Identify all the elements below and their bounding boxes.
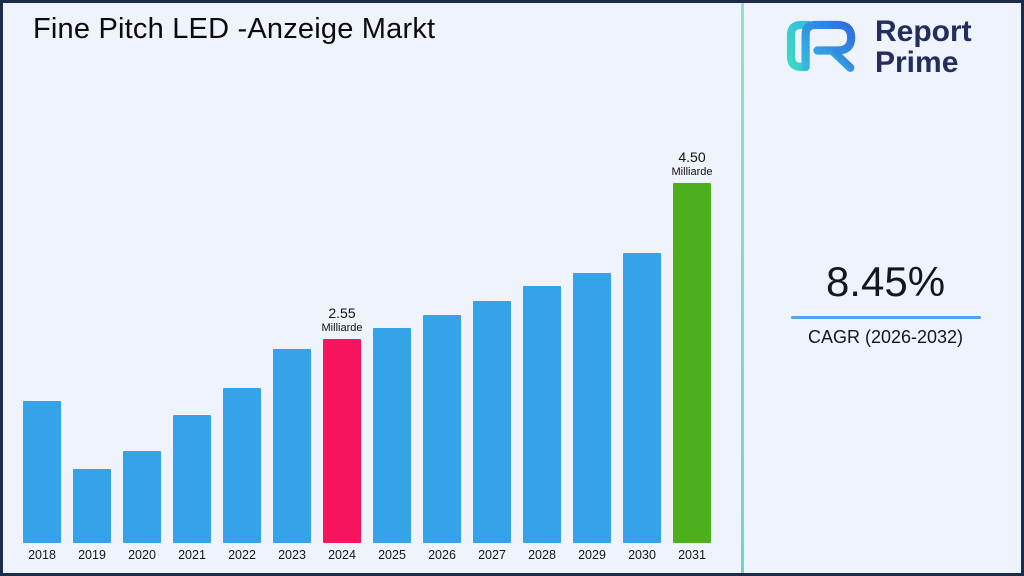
bar-column: 2018 bbox=[17, 121, 67, 565]
bar-column: 2025 bbox=[367, 121, 417, 565]
brand-name-line1: Report bbox=[875, 14, 972, 48]
bar-2026 bbox=[423, 315, 461, 543]
bar-chart: 2018 2019 2020 2021 2022 2023 2.55 Milliarde 202… bbox=[17, 121, 719, 565]
bar-2029 bbox=[573, 273, 611, 543]
bar-2023 bbox=[273, 349, 311, 543]
bar-2018 bbox=[23, 401, 61, 543]
bar-2030 bbox=[623, 253, 661, 543]
brand-name-line2: Prime bbox=[875, 45, 959, 79]
bar-2024 bbox=[323, 339, 361, 543]
cagr-value: 8.45% bbox=[825, 258, 946, 305]
bar-value-label: 4.50 bbox=[678, 149, 706, 165]
x-axis-label: 2020 bbox=[128, 548, 156, 562]
bar-value-label: 2.55 bbox=[328, 305, 356, 321]
bar-column: 2029 bbox=[567, 121, 617, 565]
bar-2019 bbox=[73, 469, 111, 543]
x-axis-label: 2031 bbox=[678, 548, 706, 562]
bar-unit-label: Milliarde bbox=[321, 322, 363, 334]
bar-2021 bbox=[173, 415, 211, 543]
x-axis-label: 2026 bbox=[428, 548, 456, 562]
x-axis-label: 2021 bbox=[178, 548, 206, 562]
x-axis-label: 2018 bbox=[28, 548, 56, 562]
x-axis-label: 2024 bbox=[328, 548, 356, 562]
cagr-underline bbox=[790, 316, 981, 319]
bar-column: 2021 bbox=[167, 121, 217, 565]
bar-column: 2030 bbox=[617, 121, 667, 565]
x-axis-label: 2019 bbox=[78, 548, 106, 562]
bar-2020 bbox=[123, 451, 161, 543]
bar-2028 bbox=[523, 286, 561, 543]
x-axis-label: 2025 bbox=[378, 548, 406, 562]
brand-logo: Report Prime bbox=[781, 13, 972, 82]
x-axis-label: 2030 bbox=[628, 548, 656, 562]
bar-column: 2020 bbox=[117, 121, 167, 565]
cagr-block: 8.45% CAGR (2026-2032) bbox=[773, 258, 998, 348]
bar-column: 2.55 Milliarde 2024 bbox=[317, 121, 367, 565]
bar-2022 bbox=[223, 388, 261, 543]
page-title: Fine Pitch LED -Anzeige Markt bbox=[33, 13, 436, 45]
bar-2031 bbox=[673, 183, 711, 543]
report-prime-logo-icon bbox=[781, 13, 863, 82]
x-axis-label: 2022 bbox=[228, 548, 256, 562]
bar-column: 2022 bbox=[217, 121, 267, 565]
brand-name: Report Prime bbox=[875, 14, 972, 79]
bar-unit-label: Milliarde bbox=[671, 166, 713, 178]
bar-column: 2026 bbox=[417, 121, 467, 565]
x-axis-label: 2028 bbox=[528, 548, 556, 562]
cagr-label: CAGR (2026-2032) bbox=[807, 327, 964, 347]
bar-column: 2019 bbox=[67, 121, 117, 565]
x-axis-label: 2029 bbox=[578, 548, 606, 562]
x-axis-label: 2027 bbox=[478, 548, 506, 562]
vertical-divider bbox=[741, 3, 744, 573]
bar-2027 bbox=[473, 301, 511, 543]
bar-column: 2023 bbox=[267, 121, 317, 565]
bar-column: 4.50 Milliarde 2031 bbox=[667, 121, 717, 565]
bar-2025 bbox=[373, 328, 411, 543]
bar-column: 2027 bbox=[467, 121, 517, 565]
bar-column: 2028 bbox=[517, 121, 567, 565]
x-axis-label: 2023 bbox=[278, 548, 306, 562]
